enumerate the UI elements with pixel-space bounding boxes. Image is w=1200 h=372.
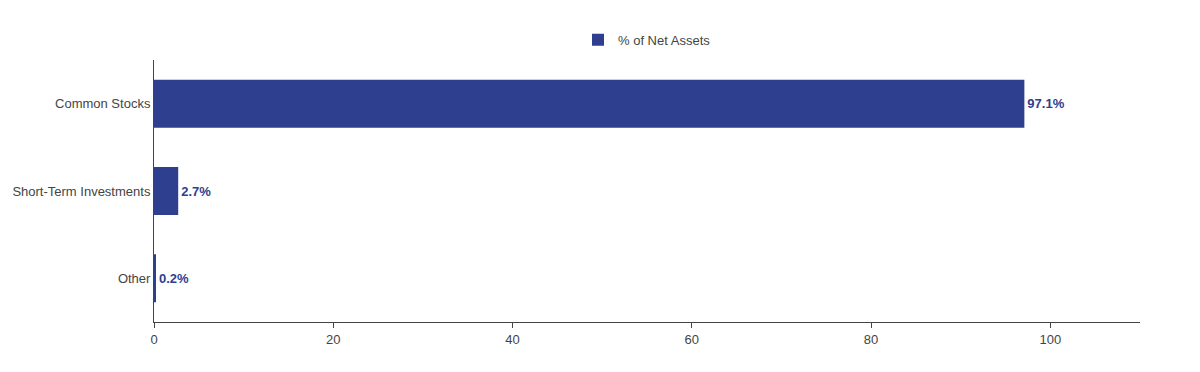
svg-text:20: 20 bbox=[326, 332, 340, 347]
svg-text:Common Stocks: Common Stocks bbox=[55, 96, 151, 111]
svg-text:% of Net Assets: % of Net Assets bbox=[618, 33, 710, 48]
svg-text:97.1%: 97.1% bbox=[1027, 96, 1064, 111]
svg-text:40: 40 bbox=[505, 332, 519, 347]
svg-text:0: 0 bbox=[150, 332, 157, 347]
svg-text:Short-Term Investments: Short-Term Investments bbox=[12, 184, 150, 199]
svg-text:Other: Other bbox=[118, 271, 151, 286]
svg-text:100: 100 bbox=[1040, 332, 1062, 347]
svg-text:2.7%: 2.7% bbox=[181, 184, 211, 199]
svg-text:80: 80 bbox=[864, 332, 878, 347]
svg-text:60: 60 bbox=[685, 332, 699, 347]
svg-text:0.2%: 0.2% bbox=[159, 271, 189, 286]
